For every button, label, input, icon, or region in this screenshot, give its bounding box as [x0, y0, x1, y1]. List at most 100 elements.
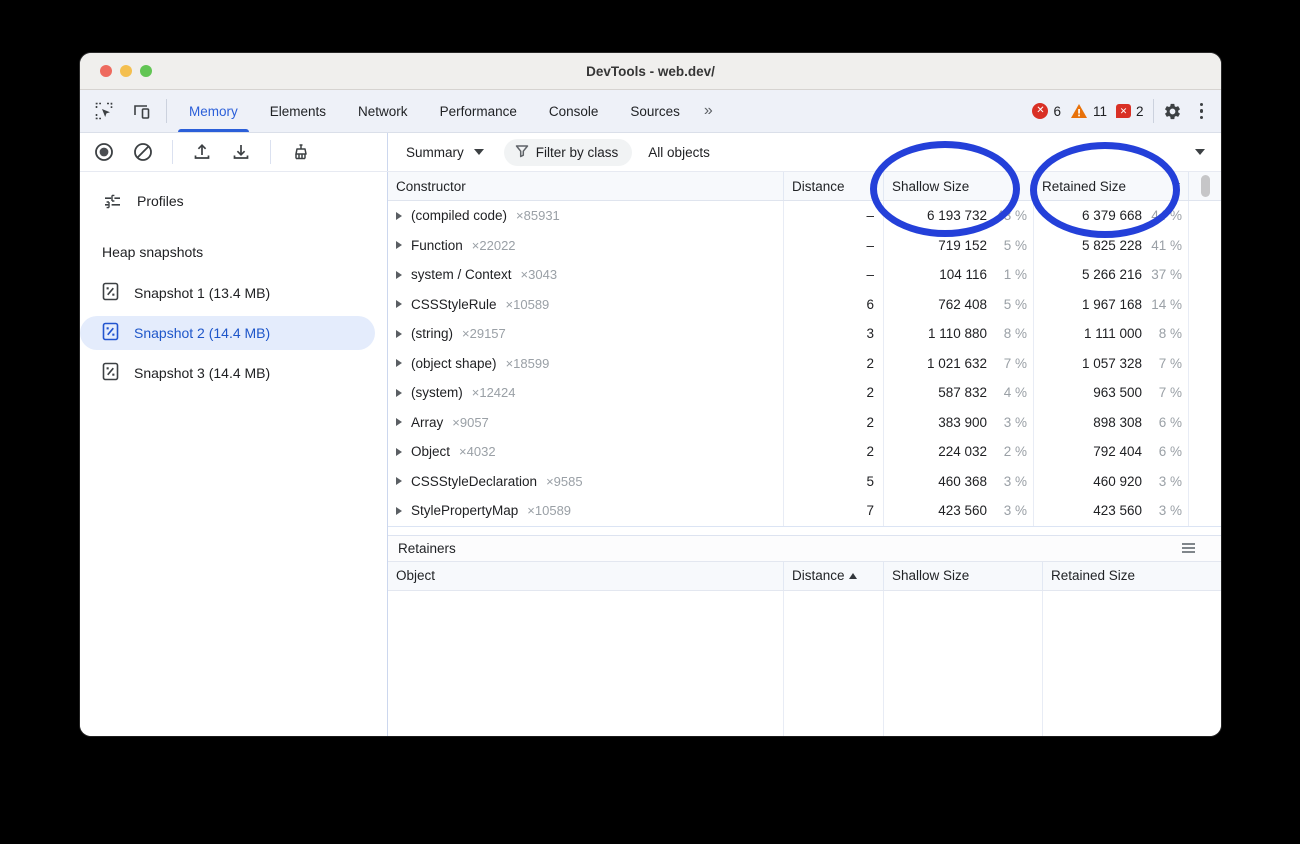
column-header-object[interactable]: Object: [388, 561, 784, 590]
more-tabs-icon[interactable]: »: [703, 102, 713, 119]
table-row[interactable]: (compiled code) ×85931 – 6 193 732 43 % …: [388, 201, 1221, 231]
minimize-window-button[interactable]: [120, 65, 132, 77]
retainers-menu-icon[interactable]: [1182, 543, 1195, 553]
error-count-badge[interactable]: ✕ 6: [1032, 103, 1061, 119]
load-profile-icon[interactable]: [192, 142, 212, 162]
constructor-count: ×9585: [546, 473, 583, 489]
vertical-scrollbar-thumb[interactable]: [1201, 175, 1210, 197]
tabbar-divider: [166, 99, 167, 123]
error-icon: ✕: [1032, 103, 1049, 119]
objects-filter-chevron-icon[interactable]: [1195, 149, 1205, 155]
table-row[interactable]: system / Context ×3043 – 104 116 1 % 5 2…: [388, 260, 1221, 290]
constructor-count: ×9057: [452, 414, 489, 430]
disclosure-triangle-icon[interactable]: [396, 270, 402, 279]
distance-cell: 2: [784, 348, 884, 378]
sidebar-item-snapshot-2[interactable]: Snapshot 2 (14.4 MB): [80, 316, 375, 350]
table-row[interactable]: CSSStyleDeclaration ×9585 5 460 368 3 % …: [388, 466, 1221, 496]
disclosure-triangle-icon[interactable]: [396, 329, 402, 338]
retained-pct: 8 %: [1158, 326, 1182, 342]
clear-profiles-icon[interactable]: [133, 142, 153, 162]
table-row[interactable]: CSSStyleRule ×10589 6 762 408 5 % 1 967 …: [388, 289, 1221, 319]
constructor-name: Object: [411, 444, 451, 460]
constructor-count: ×29157: [462, 326, 506, 342]
retained-value: 898 308: [1093, 414, 1142, 430]
table-row[interactable]: (object shape) ×18599 2 1 021 632 7 % 1 …: [388, 348, 1221, 378]
table-row[interactable]: (string) ×29157 3 1 110 880 8 % 1 111 00…: [388, 319, 1221, 349]
column-header-ret-shallow[interactable]: Shallow Size: [884, 561, 1043, 590]
column-header-ret-retained[interactable]: Retained Size: [1051, 568, 1136, 583]
disclosure-triangle-icon[interactable]: [396, 300, 402, 309]
disclosure-triangle-icon[interactable]: [396, 506, 402, 515]
delete-all-broom-icon[interactable]: [290, 142, 310, 162]
retained-value: 1 057 328: [1081, 355, 1142, 371]
tab-console[interactable]: Console: [548, 103, 599, 119]
table-row[interactable]: (system) ×12424 2 587 832 4 % 963 500 7 …: [388, 378, 1221, 408]
splitter[interactable]: [388, 526, 1221, 535]
constructor-grid-body: (compiled code) ×85931 – 6 193 732 43 % …: [388, 201, 1221, 527]
constructor-name: (object shape): [411, 355, 497, 371]
sort-asc-icon: [848, 572, 857, 579]
disclosure-triangle-icon[interactable]: [396, 359, 402, 368]
customize-menu-icon[interactable]: [1192, 102, 1212, 120]
inspect-element-icon[interactable]: [94, 101, 114, 121]
table-row[interactable]: Function ×22022 – 719 152 5 % 5 825 228 …: [388, 230, 1221, 260]
tab-memory[interactable]: Memory: [173, 90, 254, 132]
memory-toolbar: Summary Filter by class All objects: [80, 133, 1221, 172]
disclosure-triangle-icon[interactable]: [396, 477, 402, 486]
column-header-constructor[interactable]: Constructor: [388, 172, 784, 200]
devtools-window: DevTools - web.dev/ Memo: [80, 53, 1221, 736]
table-row[interactable]: StylePropertyMap ×10589 7 423 560 3 % 42…: [388, 496, 1221, 526]
tab-sources[interactable]: Sources: [630, 103, 680, 119]
retained-value: 423 560: [1093, 503, 1142, 519]
disclosure-triangle-icon[interactable]: [396, 388, 402, 397]
record-heap-snapshot-icon[interactable]: [94, 142, 114, 162]
warning-count-badge[interactable]: 11: [1070, 103, 1107, 119]
issues-count-badge[interactable]: ✕ 2: [1115, 104, 1144, 119]
shallow-pct: 5 %: [1003, 296, 1027, 312]
retainers-grid-header: Object Distance Shallow Size Retained Si…: [388, 561, 1221, 591]
column-header-retained-size[interactable]: Retained Size: [1034, 172, 1189, 200]
sort-desc-icon: [1172, 183, 1180, 189]
distance-cell: 2: [784, 378, 884, 408]
constructor-name: (system): [411, 385, 463, 401]
distance-cell: 2: [784, 407, 884, 437]
disclosure-triangle-icon[interactable]: [396, 447, 402, 456]
constructor-name: CSSStyleRule: [411, 296, 497, 312]
disclosure-triangle-icon[interactable]: [396, 211, 402, 220]
toggle-device-toolbar-icon[interactable]: [132, 101, 152, 121]
close-window-button[interactable]: [100, 65, 112, 77]
heap-snapshots-heading: Heap snapshots: [102, 244, 204, 260]
perspective-select[interactable]: Summary: [400, 145, 490, 160]
objects-filter-select[interactable]: All objects: [648, 144, 710, 160]
tab-elements[interactable]: Elements: [269, 103, 327, 119]
zoom-window-button[interactable]: [140, 65, 152, 77]
shallow-pct: 7 %: [1003, 355, 1027, 371]
shallow-value: 224 032: [938, 444, 987, 460]
class-filter-input[interactable]: Filter by class: [503, 138, 633, 166]
sidebar-item-profiles[interactable]: Profiles: [80, 186, 387, 216]
tab-performance[interactable]: Performance: [439, 103, 517, 119]
sidebar-item-snapshot-1[interactable]: Snapshot 1 (13.4 MB): [80, 276, 375, 310]
constructor-grid-header: Constructor Distance Shallow Size Retain…: [388, 172, 1221, 201]
save-profile-icon[interactable]: [231, 142, 251, 162]
shallow-pct: 3 %: [1003, 473, 1027, 489]
retained-pct: 3 %: [1158, 473, 1182, 489]
table-row[interactable]: Object ×4032 2 224 032 2 % 792 404 6 %: [388, 437, 1221, 467]
column-header-distance[interactable]: Distance: [784, 172, 884, 200]
table-row[interactable]: Array ×9057 2 383 900 3 % 898 308 6 %: [388, 407, 1221, 437]
column-header-shallow-size[interactable]: Shallow Size: [884, 172, 1034, 200]
constructor-count: ×12424: [471, 385, 516, 401]
disclosure-triangle-icon[interactable]: [396, 241, 402, 250]
retained-pct: 44 %: [1151, 208, 1182, 224]
shallow-pct: 2 %: [1003, 444, 1027, 460]
shallow-value: 6 193 732: [926, 208, 987, 224]
sidebar-item-snapshot-3[interactable]: Snapshot 3 (14.4 MB): [80, 356, 375, 390]
tab-network[interactable]: Network: [358, 103, 408, 119]
snapshot-label: Snapshot 2 (14.4 MB): [134, 325, 271, 341]
settings-gear-icon[interactable]: [1163, 101, 1183, 121]
memory-toolbar-right: Summary Filter by class All objects: [388, 133, 1221, 171]
shallow-pct: 1 %: [1003, 267, 1027, 283]
status-divider: [1152, 99, 1154, 123]
disclosure-triangle-icon[interactable]: [396, 418, 402, 427]
column-header-ret-distance[interactable]: Distance: [784, 561, 884, 590]
